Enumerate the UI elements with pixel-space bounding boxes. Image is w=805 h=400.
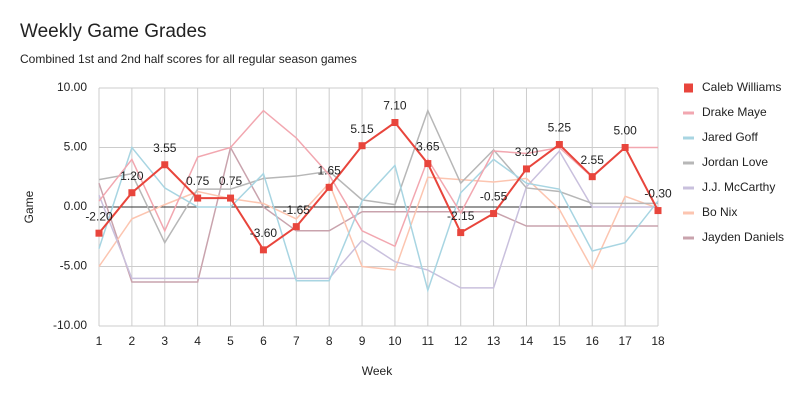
x-tick-label: 4 [194, 334, 201, 348]
x-tick-label: 5 [227, 334, 234, 348]
data-label: -1.65 [283, 203, 311, 217]
x-tick-label: 14 [520, 334, 534, 348]
x-axis-title: Week [362, 364, 393, 378]
point-marker [161, 161, 169, 169]
series-line [98, 145, 659, 293]
point-marker [457, 229, 465, 237]
y-tick-label: -10.00 [53, 318, 87, 332]
data-label: 7.10 [383, 99, 407, 113]
point-marker [227, 194, 235, 202]
data-label: 5.00 [613, 124, 637, 138]
legend-label: Drake Maye [702, 105, 767, 119]
point-marker [259, 246, 267, 254]
data-label: 1.20 [120, 169, 144, 183]
legend-swatch [683, 111, 694, 115]
x-tick-label: 17 [618, 334, 632, 348]
point-marker [128, 189, 136, 197]
legend-swatch [683, 236, 694, 240]
data-label: 1.65 [317, 164, 341, 178]
legend-swatch [683, 186, 694, 190]
data-label: -2.20 [85, 209, 113, 223]
point-marker [654, 207, 662, 215]
point-marker [391, 119, 399, 127]
point-marker [621, 144, 629, 151]
series-line [98, 109, 658, 248]
x-tick-label: 8 [326, 334, 333, 348]
series-line [98, 121, 659, 252]
x-tick-label: 2 [129, 334, 136, 348]
y-axis-title: Game [22, 190, 36, 223]
data-label: 5.15 [350, 122, 374, 136]
legend-label: J.J. McCarthy [702, 180, 775, 194]
chart-subtitle: Combined 1st and 2nd half scores for all… [20, 52, 357, 66]
x-tick-label: 9 [359, 334, 366, 348]
legend-swatch [683, 161, 694, 165]
data-label: 0.75 [186, 174, 210, 188]
x-tick-label: 11 [422, 334, 435, 348]
point-marker [325, 183, 333, 191]
point-marker [555, 141, 563, 149]
legend-label: Bo Nix [702, 205, 737, 219]
data-label: -0.55 [480, 190, 508, 204]
y-tick-label: 5.00 [64, 140, 88, 154]
x-tick-label: 6 [260, 334, 267, 348]
legend-swatch [683, 136, 694, 140]
data-label: -0.30 [644, 187, 672, 201]
point-marker [522, 165, 530, 173]
data-label: 0.75 [219, 174, 243, 188]
legend-label: Jayden Daniels [702, 230, 784, 244]
point-marker [194, 194, 202, 202]
legend-swatch [683, 211, 694, 215]
y-tick-label: 0.00 [64, 199, 88, 213]
point-marker [95, 229, 103, 237]
point-marker [424, 160, 432, 168]
x-tick-label: 3 [161, 334, 168, 348]
data-label: -3.60 [250, 226, 278, 240]
chart-title: Weekly Game Grades [20, 21, 207, 42]
data-label: 5.25 [548, 121, 572, 135]
data-label: 3.55 [153, 141, 177, 155]
x-tick-label: 16 [586, 334, 600, 348]
series-line [98, 145, 658, 283]
point-marker [358, 142, 366, 150]
x-tick-label: 15 [553, 334, 567, 348]
data-label: -2.15 [447, 209, 475, 223]
data-label: 3.65 [416, 140, 440, 154]
legend-label: Jordan Love [702, 155, 768, 169]
x-tick-label: 13 [487, 334, 501, 348]
point-marker [490, 210, 498, 218]
point-marker [292, 223, 300, 231]
x-tick-label: 12 [454, 334, 468, 348]
legend-swatch [684, 83, 693, 93]
series-line [98, 108, 658, 245]
x-tick-label: 18 [651, 334, 665, 348]
data-label: 3.20 [515, 145, 539, 159]
legend-label: Caleb Williams [702, 80, 781, 94]
y-tick-label: 10.00 [57, 80, 87, 94]
x-tick-label: 1 [96, 334, 103, 348]
x-tick-label: 10 [388, 334, 402, 348]
series-line [98, 149, 658, 289]
point-marker [588, 173, 596, 181]
y-tick-label: -5.00 [60, 259, 88, 273]
legend-label: Jared Goff [702, 130, 758, 144]
data-label: 2.55 [581, 153, 605, 167]
x-tick-label: 7 [293, 334, 300, 348]
